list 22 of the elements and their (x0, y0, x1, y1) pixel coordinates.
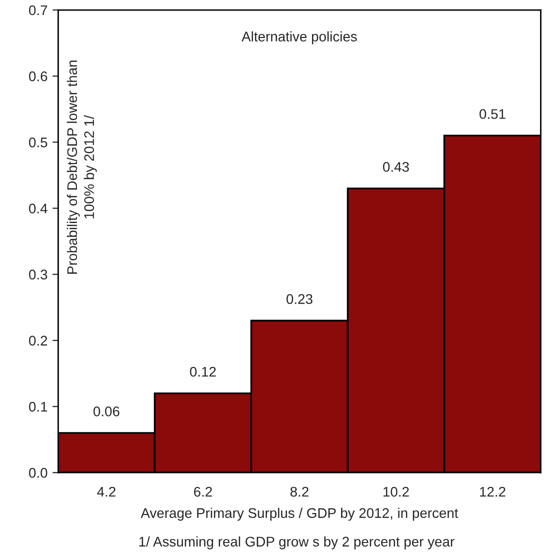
x-tick-label: 10.2 (384, 486, 409, 497)
y-tick-label: 0.0 (29, 468, 48, 478)
data-label: 0.06 (93, 406, 120, 416)
text: 1/ Assuming real GDP grow s by 2 percent per year (139, 536, 454, 550)
y-tick-label: 0.1 (29, 402, 48, 412)
x-tick-label: 8.2 (290, 486, 308, 497)
x-tick-label: 6.2 (194, 486, 212, 497)
y-tick-label: 0.7 (29, 5, 48, 16)
data-label: 0.12 (190, 366, 216, 377)
y-tick-label: 0.3 (29, 270, 48, 280)
y-axis-title: Probability of Debt/GDP lower than 100% by 2012 1/ (66, 60, 97, 274)
annotation: Alternative policies (242, 31, 357, 44)
y-tick-label: 0.2 (29, 336, 48, 346)
data-label: 0.51 (480, 109, 506, 119)
data-label: 0.43 (383, 162, 409, 172)
x-tick-label: 4.2 (97, 486, 116, 497)
y-tick-label: 0.4 (29, 204, 48, 214)
y-tick-label: 0.6 (29, 71, 48, 82)
y-tick-label: 0.5 (29, 138, 48, 148)
data-label: 0.23 (286, 294, 312, 304)
x-axis-title: Average Primary Surplus / GDP by 2012, in percent (140, 508, 458, 521)
x-tick-label: 12.2 (480, 486, 506, 497)
